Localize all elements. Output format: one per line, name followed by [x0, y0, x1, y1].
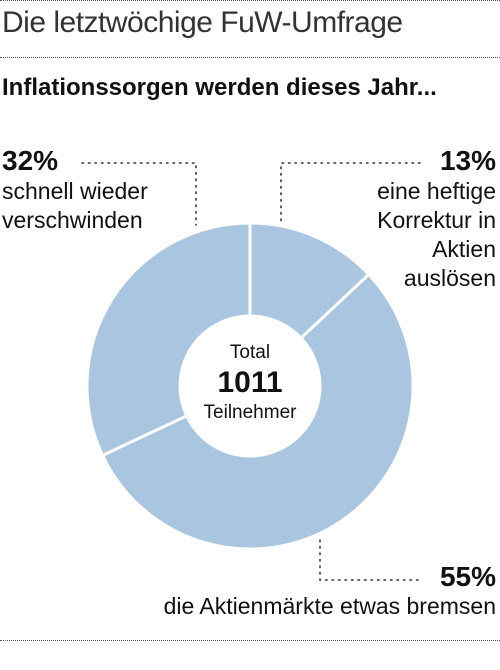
slice-text-55-line: die Aktienmärkte etwas bremsen — [163, 593, 496, 619]
slice-label-55: 55% — [439, 561, 496, 592]
slice-text-13-line: auslösen — [403, 265, 496, 291]
slice-text-55: die Aktienmärkte etwas bremsen — [164, 592, 496, 621]
slice-label-32: 32% — [2, 145, 59, 176]
center-total-label: Total — [230, 342, 270, 363]
title-divider — [0, 57, 500, 58]
chart-subtitle: Inflationssorgen werden dieses Jahr... — [2, 74, 437, 101]
slice-text-13-line: Aktien — [432, 236, 496, 262]
slice-text-13-line: Korrektur in — [377, 207, 496, 233]
donut-slice-32 — [85, 221, 252, 458]
slice-label-13: 13% — [439, 145, 496, 176]
chart-title: Die letztwöchige FuW-Umfrage — [2, 6, 403, 39]
slice-text-32-line: verschwinden — [2, 207, 143, 233]
leader-55 — [319, 539, 421, 581]
center-total-value: 1011 — [217, 366, 282, 399]
donut-slice-55 — [100, 272, 415, 551]
slice-text-32: schnell wieder verschwinden — [2, 177, 148, 235]
top-rule — [0, 0, 500, 1]
slice-text-13-line: eine heftige — [377, 178, 496, 204]
leader-32 — [81, 162, 197, 226]
donut-slices — [85, 221, 415, 551]
slice-text-32-line: schnell wieder — [2, 178, 148, 204]
center-participants-label: Teilnehmer — [204, 402, 298, 423]
leader-13 — [280, 162, 421, 223]
slice-text-13: eine heftige Korrektur in Aktien auslöse… — [377, 177, 496, 293]
leader-lines — [81, 162, 421, 581]
bottom-rule — [0, 640, 500, 641]
